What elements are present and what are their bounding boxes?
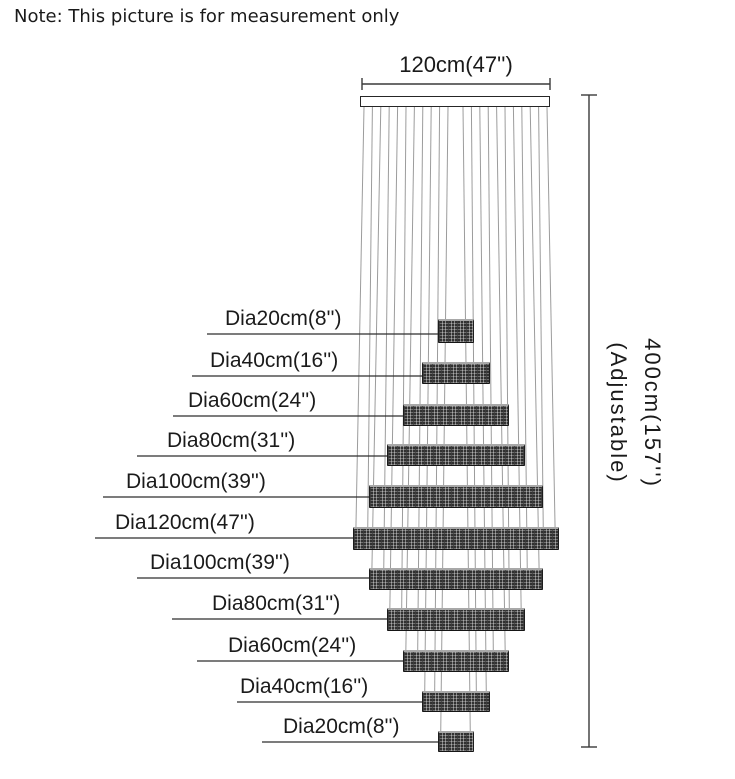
tier-ring [421,691,490,712]
suspension-wire [504,106,510,632]
suspension-wire [355,106,365,551]
suspension-wire [440,106,449,753]
suspension-wire [383,106,390,591]
height-value: 400cm(157'') [640,338,665,488]
tier-diameter-label: Dia120cm(47'') [115,511,255,534]
top-dimension-label: 120cm(47'') [399,52,513,77]
suspension-wire [546,106,556,551]
tier-diameter-label: Dia40cm(16'') [210,349,339,372]
tier-diameter-label: Dia20cm(8'') [225,307,342,330]
suspension-wire [529,106,540,591]
suspension-wire [462,106,471,753]
tier-diameter-label: Dia20cm(8'') [283,715,400,738]
suspension-wire [401,106,407,632]
suspension-wire [389,106,399,632]
tier-ring [352,527,559,550]
note-text: Note: This picture is for measurement on… [14,6,400,27]
tier-diameter-label: Dia100cm(39'') [150,551,290,574]
suspension-wire [512,106,522,632]
tier-diameter-label: Dia60cm(24'') [228,634,357,657]
ceiling-canopy [360,96,550,107]
tier-diameter-label: Dia60cm(24'') [188,389,317,412]
tier-ring [386,444,525,466]
suspension-wire [367,106,373,551]
tier-ring [368,485,543,508]
tier-diameter-label: Dia80cm(31'') [212,592,341,615]
tier-ring [437,319,474,343]
suspension-wire [371,106,382,591]
suspension-wire [521,106,528,591]
tier-diameter-label: Dia40cm(16'') [240,675,369,698]
tier-ring [386,608,525,631]
tier-ring [437,731,474,752]
tier-ring [421,362,490,384]
height-adjustable-note: (Adjustable) [606,342,631,484]
tier-ring [402,650,509,672]
tier-ring [368,568,543,590]
tier-diameter-label: Dia100cm(39'') [126,470,266,493]
right-dimension-label: 400cm(157'') (Adjustable) [601,338,669,488]
suspension-wire [538,106,544,551]
tier-ring [402,404,509,426]
tier-diameter-label: Dia80cm(31'') [167,429,296,452]
